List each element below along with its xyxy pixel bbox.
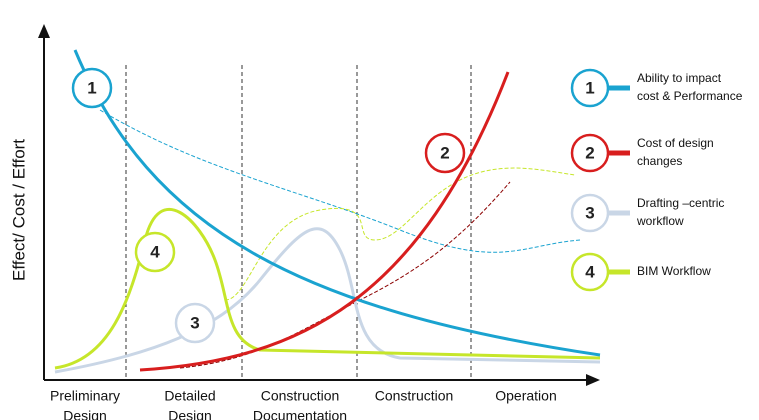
phase-label: Preliminary [50,388,120,404]
legend-circle [570,68,610,108]
phase-label: Construction [375,388,454,404]
y-axis-label: Effect/ Cost / Effort [9,139,28,281]
legend-label: Ability to impact [637,71,722,85]
legend-number: 2 [585,143,594,162]
legend-number: 4 [585,262,595,281]
phase-label: Construction [261,388,340,404]
curve-4 [54,207,601,370]
curve-marker-number: 3 [190,313,199,332]
legend-circle [570,193,610,233]
phase-label: Documentation [253,408,347,420]
curve-marker-circle [134,231,176,273]
curve-marker-number: 1 [87,78,96,97]
curve-4-dashed [224,167,576,301]
curve-marker-circle [424,132,466,174]
phase-dividers [125,65,472,380]
curve-3 [54,227,601,374]
phase-label: Design [63,408,107,420]
curve-marker-number: 4 [150,242,160,261]
y-arrow [38,24,50,38]
curve-2 [139,71,510,372]
legend-label: BIM Workflow [637,264,711,278]
legend-label: changes [637,154,682,168]
curve-1-dashed [99,109,581,253]
legend-circle [570,252,610,292]
curve-1 [73,49,601,357]
curve-marker-number: 2 [440,143,449,162]
legend-number: 1 [585,78,594,97]
legend-number: 3 [585,203,594,222]
x-arrow [586,374,600,386]
legend-label: workflow [636,214,684,228]
legend-label: Drafting –centric [637,196,724,210]
legend-label: Cost of design [637,136,714,150]
phase-label: Detailed [164,388,215,404]
phase-label: Operation [495,388,556,404]
curve-marker-circle [71,67,113,109]
legend-circle [570,133,610,173]
legend-label: cost & Performance [637,89,743,103]
phase-label: Design [168,408,212,420]
axes [43,36,588,381]
curve-marker-circle [174,302,216,344]
